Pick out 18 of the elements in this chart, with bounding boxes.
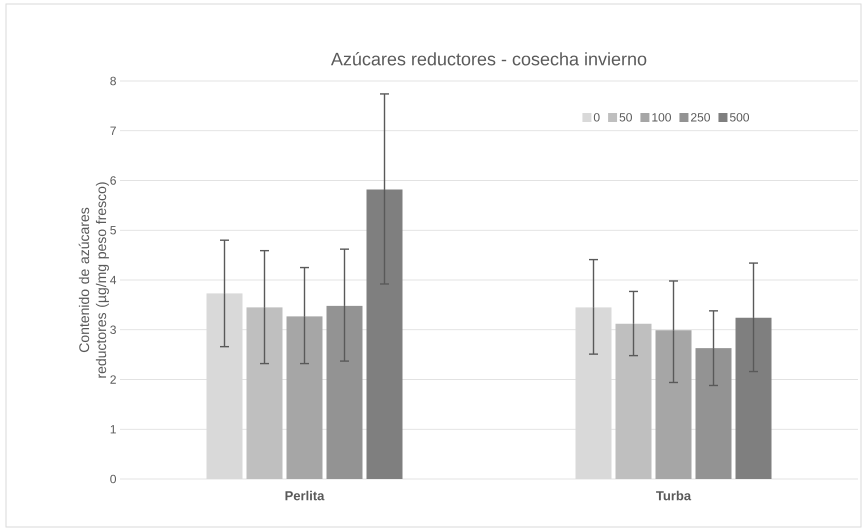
x-tick-label: Perlita (285, 490, 324, 500)
y-tick-label: 0 (110, 474, 116, 484)
y-tick-label: 7 (110, 126, 116, 135)
y-tick-label: 6 (110, 176, 116, 185)
y-tick-label: 3 (110, 326, 116, 334)
legend-label: 500 (730, 113, 750, 122)
y-tick-label: 1 (110, 425, 116, 434)
y-axis-title: Contenido de azúcares reductores (µg/mg peso fresco) (78, 182, 109, 378)
legend-label: 0 (594, 113, 600, 122)
legend-label: 250 (691, 113, 710, 122)
x-tick-label: Turba (656, 490, 692, 500)
y-tick-label: 8 (110, 76, 116, 86)
legend-label: 50 (620, 113, 632, 122)
y-tick-label: 2 (110, 375, 116, 384)
chart-title: Azúcares reductores - cosecha invierno (330, 52, 646, 66)
legend-label: 100 (652, 113, 671, 122)
y-tick-label: 5 (110, 226, 116, 234)
y-tick-label: 4 (110, 276, 116, 284)
